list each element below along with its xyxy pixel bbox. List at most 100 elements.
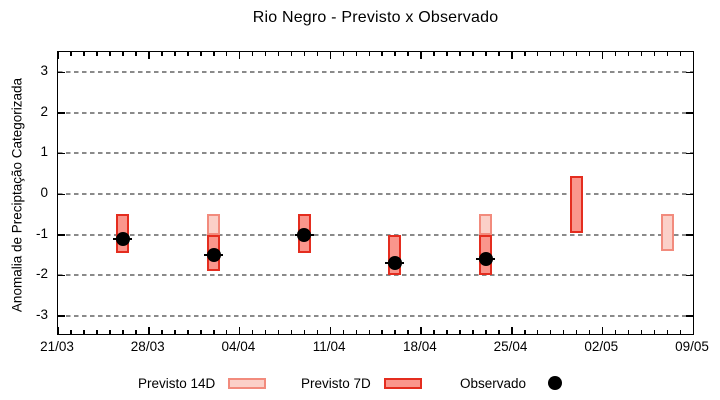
x-tick-label: 04/04: [221, 339, 256, 354]
x-minor-tick: [264, 52, 267, 56]
x-minor-tick: [368, 330, 371, 334]
x-minor-tick: [433, 330, 435, 334]
x-minor-tick: [407, 330, 409, 334]
x-minor-tick: [70, 52, 72, 56]
y-tick-label: 0: [40, 185, 48, 200]
x-minor-tick: [407, 52, 409, 56]
x-minor-tick: [562, 52, 565, 56]
x-minor-tick: [459, 52, 461, 56]
x-minor-tick: [627, 330, 630, 334]
x-minor-tick: [122, 330, 124, 334]
legend-label-previsto-14d: Previsto 14D: [138, 375, 216, 391]
x-major-tick: [511, 52, 513, 59]
x-minor-tick: [355, 330, 358, 334]
x-minor-tick: [251, 330, 254, 334]
x-minor-tick: [213, 52, 215, 56]
y-gridline: [58, 111, 693, 114]
x-minor-tick: [524, 330, 526, 334]
x-minor-tick: [498, 330, 500, 334]
observado-point: [478, 251, 493, 266]
x-major-tick: [420, 52, 422, 59]
x-minor-tick: [96, 52, 98, 56]
x-minor-tick: [498, 52, 500, 56]
x-tick-label: 28/03: [130, 339, 165, 354]
y-major-tick: [58, 71, 65, 74]
x-minor-tick: [524, 52, 526, 56]
x-minor-tick: [264, 330, 267, 334]
x-minor-tick: [187, 52, 189, 56]
x-minor-tick: [187, 330, 189, 334]
x-minor-tick: [135, 52, 137, 56]
y-major-tick: [58, 315, 65, 317]
x-minor-tick: [83, 52, 85, 56]
x-minor-tick: [666, 52, 669, 56]
x-minor-tick: [485, 330, 487, 334]
x-minor-tick: [316, 52, 319, 56]
x-minor-tick: [225, 330, 228, 334]
x-minor-tick: [355, 52, 358, 56]
y-tick-label: -2: [35, 266, 48, 282]
x-minor-tick: [446, 330, 448, 334]
y-major-tick: [58, 234, 65, 236]
x-minor-tick: [161, 330, 163, 334]
x-minor-tick: [135, 330, 137, 334]
x-major-tick: [238, 327, 241, 334]
y-major-tick: [686, 274, 693, 277]
x-minor-tick: [575, 330, 578, 334]
x-tick-label: 18/04: [402, 339, 437, 354]
x-minor-tick: [588, 52, 591, 56]
x-minor-tick: [277, 52, 280, 56]
x-minor-tick: [640, 52, 643, 56]
legend-item-previsto-14d: Previsto 14D: [138, 371, 267, 395]
x-minor-tick: [394, 330, 396, 334]
x-minor-tick: [433, 52, 435, 56]
x-minor-tick: [446, 52, 448, 56]
x-minor-tick: [96, 330, 98, 334]
y-gridline: [58, 71, 693, 74]
x-minor-tick: [122, 52, 124, 56]
y-tick-label: -3: [35, 306, 48, 322]
y-major-tick: [686, 234, 693, 236]
x-minor-tick: [174, 52, 176, 56]
x-minor-tick: [368, 52, 371, 56]
x-minor-tick: [303, 52, 306, 56]
y-major-tick: [686, 193, 693, 195]
x-minor-tick: [562, 330, 565, 334]
x-minor-tick: [109, 52, 111, 56]
x-minor-tick: [200, 330, 202, 334]
x-minor-tick: [109, 330, 111, 334]
y-gridline: [58, 193, 693, 195]
x-minor-tick: [614, 52, 617, 56]
x-major-tick: [692, 327, 694, 334]
x-major-tick: [148, 52, 150, 59]
x-minor-tick: [575, 52, 578, 56]
x-minor-tick: [485, 52, 487, 56]
x-minor-tick: [588, 330, 591, 334]
x-major-tick: [148, 327, 150, 334]
x-minor-tick: [316, 330, 319, 334]
x-minor-tick: [549, 330, 552, 334]
previsto-14d-box: [207, 214, 220, 235]
x-major-tick: [601, 327, 604, 334]
x-major-tick: [57, 327, 59, 334]
x-minor-tick: [472, 330, 474, 334]
x-minor-tick: [342, 52, 345, 56]
x-major-tick: [329, 52, 332, 59]
y-major-tick: [686, 112, 693, 114]
x-major-tick: [692, 52, 694, 59]
previsto-7d-box: [569, 175, 583, 233]
x-minor-tick: [549, 52, 552, 56]
x-minor-tick: [70, 330, 72, 334]
x-minor-tick: [653, 330, 656, 334]
observado-point: [206, 247, 221, 262]
chart-title: Rio Negro - Previsto x Observado: [252, 9, 499, 26]
previsto-7d-swatch-icon: [383, 377, 422, 389]
legend-label-previsto-7d: Previsto 7D: [301, 375, 371, 391]
x-minor-tick: [290, 52, 293, 56]
x-minor-tick: [536, 52, 539, 56]
legend-item-previsto-7d: Previsto 7D: [301, 371, 422, 395]
x-minor-tick: [225, 52, 228, 56]
y-major-tick: [686, 152, 693, 155]
y-major-tick: [58, 274, 65, 277]
x-minor-tick: [640, 330, 643, 334]
